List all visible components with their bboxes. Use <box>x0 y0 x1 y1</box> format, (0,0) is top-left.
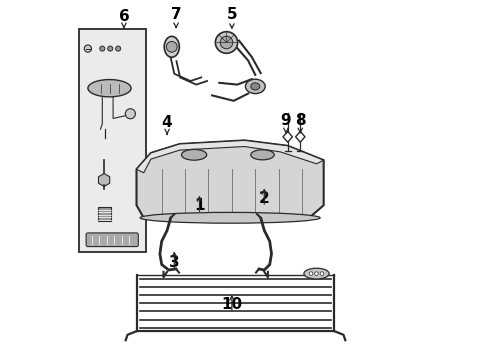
Ellipse shape <box>250 83 259 90</box>
Circle shape <box>314 272 318 275</box>
Bar <box>79 29 145 252</box>
Ellipse shape <box>215 32 237 53</box>
Text: 9: 9 <box>280 113 291 128</box>
Circle shape <box>100 46 104 51</box>
Polygon shape <box>136 140 323 218</box>
Circle shape <box>115 46 121 51</box>
Ellipse shape <box>164 36 179 57</box>
Circle shape <box>107 46 113 51</box>
Circle shape <box>125 109 135 119</box>
Circle shape <box>84 45 91 52</box>
Bar <box>98 207 110 221</box>
Polygon shape <box>136 140 323 173</box>
Text: 5: 5 <box>226 7 237 22</box>
Text: 4: 4 <box>162 115 172 130</box>
Text: 10: 10 <box>221 297 242 312</box>
Ellipse shape <box>181 149 206 160</box>
Text: 3: 3 <box>169 255 179 270</box>
Ellipse shape <box>250 150 274 160</box>
Circle shape <box>320 272 323 275</box>
Text: 6: 6 <box>118 9 129 24</box>
Text: 2: 2 <box>258 190 269 206</box>
Ellipse shape <box>303 268 328 279</box>
Ellipse shape <box>88 80 131 97</box>
Circle shape <box>309 272 312 275</box>
Ellipse shape <box>245 79 264 94</box>
FancyBboxPatch shape <box>86 233 138 247</box>
Text: 8: 8 <box>294 113 305 128</box>
Text: 1: 1 <box>194 198 204 213</box>
Ellipse shape <box>220 36 232 49</box>
Ellipse shape <box>140 212 320 223</box>
Text: 7: 7 <box>170 7 181 22</box>
Circle shape <box>166 41 177 52</box>
